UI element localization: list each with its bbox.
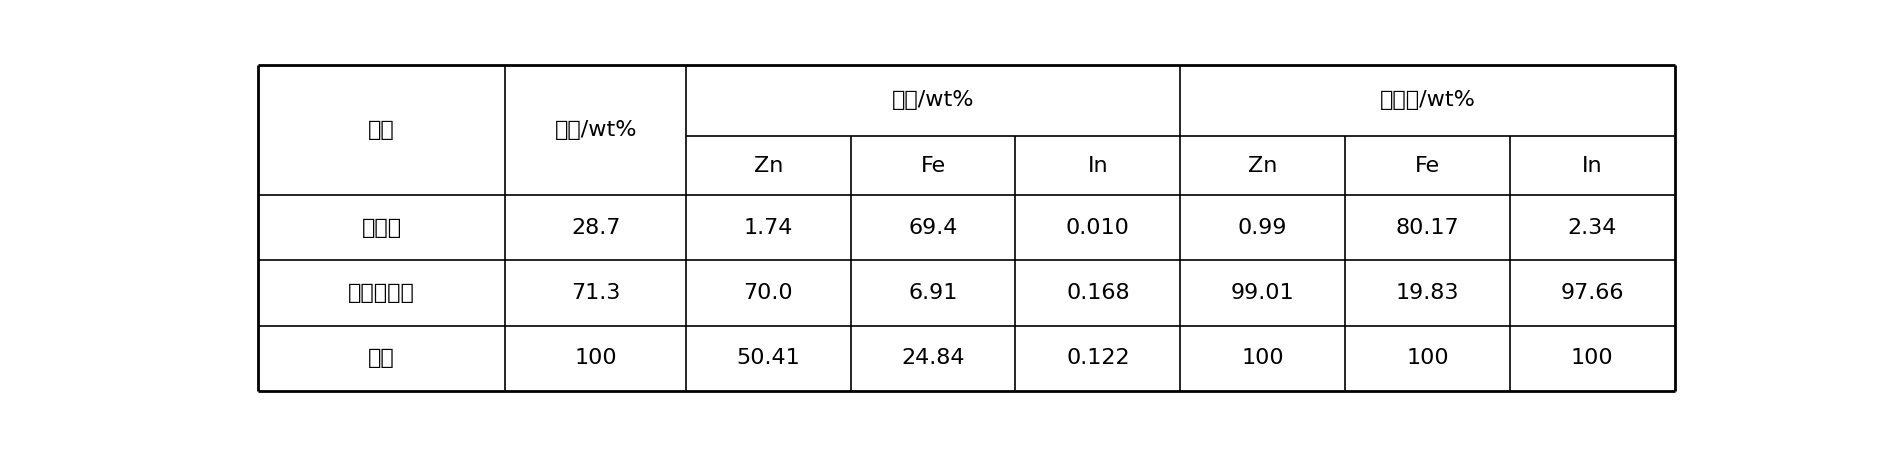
Text: In: In xyxy=(1088,156,1108,176)
Text: Zn: Zn xyxy=(754,156,782,176)
Text: 50.41: 50.41 xyxy=(737,348,801,368)
Text: Zn: Zn xyxy=(1248,156,1278,176)
Text: 28.7: 28.7 xyxy=(571,218,620,238)
Text: 0.122: 0.122 xyxy=(1067,348,1129,368)
Text: 99.01: 99.01 xyxy=(1231,283,1295,303)
Text: 2.34: 2.34 xyxy=(1568,218,1617,238)
Text: 回收率/wt%: 回收率/wt% xyxy=(1380,91,1476,110)
Text: 合计: 合计 xyxy=(368,348,394,368)
Text: 鐵精矿: 鐵精矿 xyxy=(362,218,402,238)
Text: 100: 100 xyxy=(575,348,616,368)
Text: 24.84: 24.84 xyxy=(901,348,965,368)
Text: 80.17: 80.17 xyxy=(1395,218,1459,238)
Text: 产物: 产物 xyxy=(368,120,394,140)
Text: 0.168: 0.168 xyxy=(1067,283,1129,303)
Text: 6.91: 6.91 xyxy=(909,283,958,303)
Text: 100: 100 xyxy=(1406,348,1450,368)
Text: Fe: Fe xyxy=(1416,156,1440,176)
Text: 品位/wt%: 品位/wt% xyxy=(892,91,975,110)
Text: 71.3: 71.3 xyxy=(571,283,620,303)
Text: 100: 100 xyxy=(1570,348,1614,368)
Text: 97.66: 97.66 xyxy=(1561,283,1625,303)
Text: 产率/wt%: 产率/wt% xyxy=(554,120,637,140)
Text: Fe: Fe xyxy=(920,156,946,176)
Text: 69.4: 69.4 xyxy=(909,218,958,238)
Text: 1.74: 1.74 xyxy=(745,218,794,238)
Text: 100: 100 xyxy=(1242,348,1284,368)
Text: 0.99: 0.99 xyxy=(1238,218,1287,238)
Text: In: In xyxy=(1582,156,1602,176)
Text: 19.83: 19.83 xyxy=(1395,283,1459,303)
Text: 0.010: 0.010 xyxy=(1065,218,1129,238)
Text: 富铟锌精矿: 富铟锌精矿 xyxy=(349,283,415,303)
Text: 70.0: 70.0 xyxy=(743,283,794,303)
